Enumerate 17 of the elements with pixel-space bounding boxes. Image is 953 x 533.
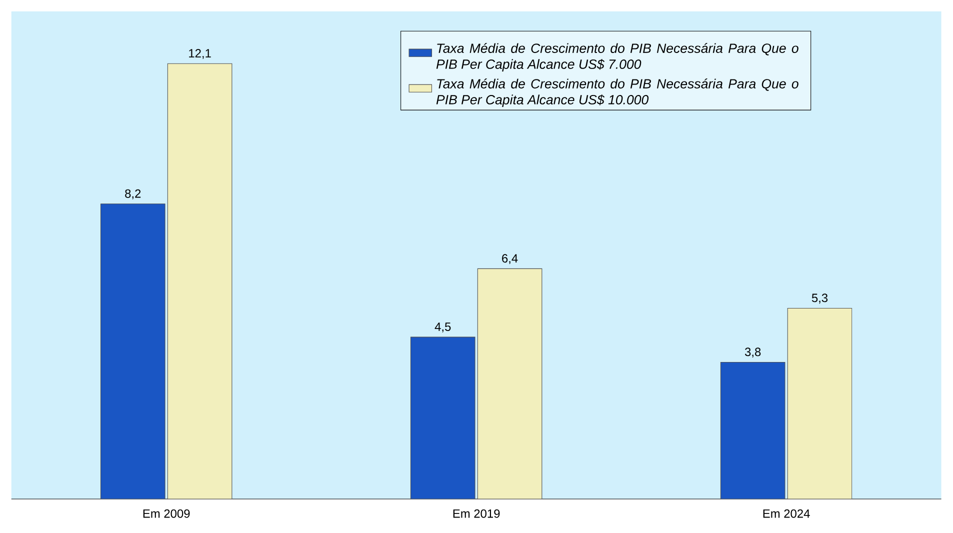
x-tick-label: Em 2019 [453,509,500,518]
data-label: 3,8 [744,348,761,358]
x-tick-label: Em 2024 [763,509,810,518]
legend-label: Taxa Média de Crescimento do PIB Necessária Para Que o PIB Per Capita Alcance US$ 7.000 [436,43,798,72]
x-tick-label: Em 2009 [143,509,190,518]
bar [787,308,852,499]
data-label: 12,1 [189,49,211,59]
data-label: 8,2 [125,189,141,200]
data-label: 6,4 [502,254,518,264]
data-label: 5,3 [812,294,828,304]
bar [720,362,786,499]
legend-label: Taxa Média de Crescimento do PIB Necessária Para Que o PIB Per Capita Alcance US$ 10.000 [436,78,798,108]
bar [410,336,476,499]
data-label: 4,5 [434,322,451,332]
bar [477,268,542,499]
bar [167,63,232,499]
bar [100,204,166,499]
